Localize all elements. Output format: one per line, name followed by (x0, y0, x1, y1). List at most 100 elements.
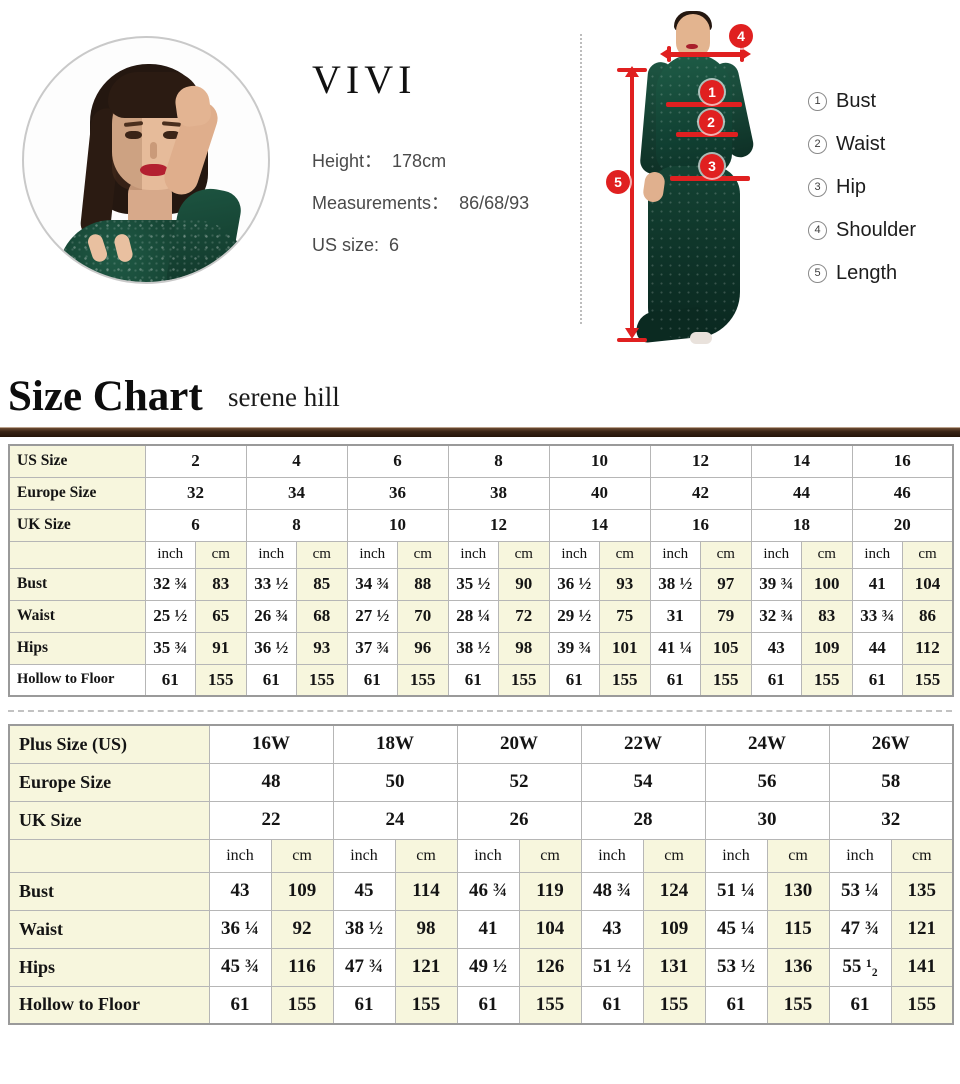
standard-measure-cell: 100 (801, 567, 853, 601)
standard-size-cell: 16 (851, 444, 954, 478)
bust-measure-line (666, 102, 742, 107)
plus-size-cell: 50 (332, 762, 458, 802)
standard-measure-cell: 38 ½ (649, 567, 701, 601)
table-row: US Size 2 4 6 8 10 12 14 16 (8, 444, 954, 478)
standard-size-cell: 12 (649, 444, 752, 478)
plus-size-cell: 28 (580, 800, 706, 840)
standard-measure-cell: 88 (397, 567, 449, 601)
plus-measure-cell: 92 (270, 909, 334, 949)
figure-bead-texture (648, 54, 740, 338)
plus-row-label: UK Size (8, 800, 210, 840)
legend-label-shoulder: Shoulder (836, 219, 917, 241)
standard-measure-cell: 96 (397, 631, 449, 665)
legend-item-waist: 2 Waist (808, 123, 958, 166)
plus-measure-cell: 47 ¾ (332, 947, 396, 987)
standard-measure-cell: 91 (195, 631, 247, 665)
unit-header-cm: cm (195, 540, 247, 569)
eye-right (163, 131, 180, 139)
plus-size-cell: 52 (456, 762, 582, 802)
measurements-label: Measurements： (312, 193, 450, 213)
legend-item-shoulder: 4 Shoulder (808, 209, 958, 252)
standard-size-cell: 44 (750, 476, 853, 510)
legend-item-hip: 3 Hip (808, 166, 958, 209)
table-row: Hips 45 ¾ 116 47 ¾ 121 49 ½ 126 51 ½ 131 53 ½ 136 5… (8, 947, 954, 987)
plus-measure-cell: 43 (208, 871, 272, 911)
unit-header-inch: inch (548, 540, 600, 569)
standard-size-cell: 36 (346, 476, 449, 510)
unit-header-inch: inch (447, 540, 499, 569)
plus-measure-cell: 36 ¼ (208, 909, 272, 949)
standard-measure-cell: 65 (195, 599, 247, 633)
plus-measure-cell: 55 ¹₂ (828, 947, 892, 987)
plus-measure-cell: 130 (766, 871, 830, 911)
standard-measure-cell: 79 (700, 599, 752, 633)
standard-size-cell: 8 (245, 508, 348, 542)
standard-measure-cell: 25 ½ (144, 599, 196, 633)
standard-measure-cell: 155 (700, 663, 752, 697)
standard-size-cell: 10 (548, 444, 651, 478)
plus-measure-cell: 104 (518, 909, 582, 949)
legend-item-bust: 1 Bust (808, 80, 958, 123)
standard-measure-cell: 75 (599, 599, 651, 633)
figure-lips (686, 44, 698, 49)
standard-measure-cell: 83 (801, 599, 853, 633)
standard-size-cell: 14 (750, 444, 853, 478)
unit-header-cm: cm (397, 540, 449, 569)
unit-header-inch: inch (750, 540, 802, 569)
hand-shape (173, 83, 213, 129)
spec-height: Height： 178cm (312, 140, 529, 182)
plus-measure-cell: 49 ½ (456, 947, 520, 987)
plus-size-table-block: Plus Size (US) 16W 18W 20W 22W 24W 26W Europe S… (8, 724, 954, 1025)
plus-measure-cell: 47 ¾ (828, 909, 892, 949)
unit-header-row: inch cm inch cm inch cm inch cm inch cm inch cm inch… (8, 540, 954, 569)
unit-header-cm: cm (766, 838, 830, 873)
unit-header-cm: cm (599, 540, 651, 569)
standard-size-cell: 2 (144, 444, 247, 478)
table-row: UK Size 6 8 10 12 14 16 18 20 (8, 508, 954, 542)
unit-header-row: inch cm inch cm inch cm inch cm inch cm inch cm (8, 838, 954, 873)
length-arrow-down (625, 328, 639, 339)
standard-measure-cell: 101 (599, 631, 651, 665)
tables-dashed-divider (8, 710, 952, 712)
plus-measure-cell: 131 (642, 947, 706, 987)
eye-left (125, 131, 142, 139)
standard-measure-cell: 155 (195, 663, 247, 697)
standard-size-cell: 6 (346, 444, 449, 478)
plus-measure-cell: 155 (270, 985, 334, 1025)
plus-measure-cell: 45 ¼ (704, 909, 768, 949)
spec-ussize: US size: 6 (312, 224, 529, 266)
plus-measure-cell: 136 (766, 947, 830, 987)
standard-size-cell: 10 (346, 508, 449, 542)
standard-measure-cell: 32 ¾ (750, 599, 802, 633)
plus-size-cell: 26 (456, 800, 582, 840)
plus-measure-cell: 155 (394, 985, 458, 1025)
standard-measure-cell: 43 (750, 631, 802, 665)
plus-measure-cell: 41 (456, 909, 520, 949)
plus-size-cell: 22W (580, 724, 706, 764)
table-row: Hollow to Floor 61 155 61 155 61 155 61 155 61 155… (8, 663, 954, 697)
standard-measure-cell: 93 (599, 567, 651, 601)
standard-measure-label: Bust (8, 567, 146, 601)
standard-size-cell: 46 (851, 476, 954, 510)
plus-size-table: Plus Size (US) 16W 18W 20W 22W 24W 26W Europe S… (8, 724, 954, 1025)
plus-measure-cell: 45 ¾ (208, 947, 272, 987)
standard-size-table-block: US Size 2 4 6 8 10 12 14 16 Europe Size 32 34 36 38 40… (8, 444, 954, 697)
model-portrait (22, 36, 270, 284)
standard-measure-cell: 155 (902, 663, 954, 697)
plus-measure-cell: 124 (642, 871, 706, 911)
plus-measure-cell: 61 (704, 985, 768, 1025)
standard-measure-cell: 90 (498, 567, 550, 601)
unit-header-cm: cm (700, 540, 752, 569)
legend-number-5: 5 (808, 264, 827, 283)
shoulder-cap-right (740, 46, 744, 62)
plus-measure-cell: 43 (580, 909, 644, 949)
plus-measure-cell: 46 ¾ (456, 871, 520, 911)
standard-measure-cell: 86 (902, 599, 954, 633)
plus-size-cell: 54 (580, 762, 706, 802)
plus-measure-cell: 155 (518, 985, 582, 1025)
plus-measure-cell: 155 (766, 985, 830, 1025)
plus-measure-cell: 53 ¼ (828, 871, 892, 911)
standard-size-cell: 32 (144, 476, 247, 510)
unit-header-inch: inch (828, 838, 892, 873)
